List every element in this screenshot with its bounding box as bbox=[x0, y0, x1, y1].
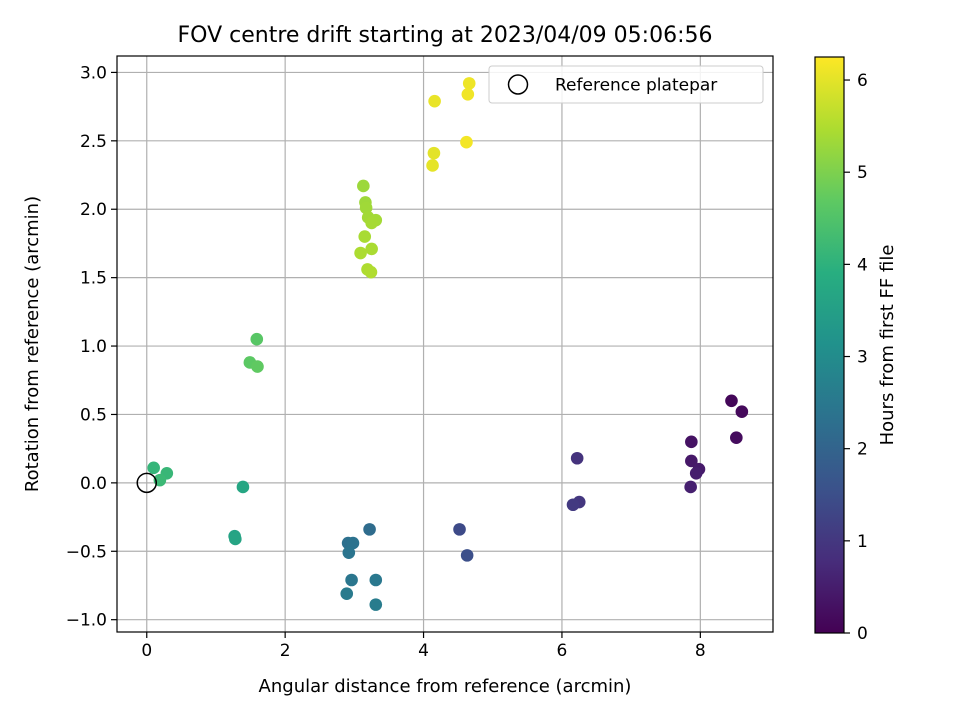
y-tick-label: 0.5 bbox=[80, 405, 107, 425]
colorbar-tick-label: 0 bbox=[857, 624, 868, 644]
data-point bbox=[340, 587, 354, 600]
data-point bbox=[236, 480, 250, 494]
colorbar-label: Hours from first FF file bbox=[877, 245, 898, 446]
data-point bbox=[461, 88, 475, 101]
data-point bbox=[566, 498, 580, 512]
plot-area-frame bbox=[116, 55, 774, 633]
legend-box bbox=[488, 65, 764, 104]
grid bbox=[117, 56, 773, 632]
data-point bbox=[229, 532, 242, 546]
y-tick-label: 2.0 bbox=[80, 200, 107, 220]
data-point bbox=[735, 405, 749, 419]
y-tick-label: 0.0 bbox=[80, 474, 107, 494]
y-tick-label: 1.0 bbox=[80, 337, 107, 357]
data-point bbox=[570, 451, 584, 465]
data-point bbox=[689, 466, 703, 480]
data-point bbox=[725, 394, 738, 408]
data-point bbox=[453, 523, 466, 536]
x-tick-label: 0 bbox=[141, 641, 152, 661]
colorbar-gradient bbox=[814, 56, 845, 634]
data-point bbox=[428, 94, 441, 108]
data-point bbox=[346, 536, 360, 550]
data-point bbox=[685, 435, 698, 449]
data-point bbox=[460, 135, 473, 149]
colorbar-tick-label: 1 bbox=[857, 532, 868, 552]
x-tick-label: 2 bbox=[280, 641, 291, 661]
y-tick-label: 2.5 bbox=[80, 132, 107, 152]
data-point bbox=[427, 146, 441, 160]
chart-title: FOV centre drift starting at 2023/04/09 … bbox=[178, 23, 713, 48]
colorbar-tick-label: 6 bbox=[857, 71, 868, 91]
colorbar-tick-label: 2 bbox=[857, 440, 868, 460]
data-point bbox=[369, 598, 383, 611]
data-point bbox=[358, 230, 372, 243]
x-tick-label: 8 bbox=[695, 641, 706, 661]
legend: Reference platepar bbox=[488, 65, 764, 104]
y-tick-label: 1.5 bbox=[80, 269, 107, 289]
y-axis-label: Rotation from reference (arcmin) bbox=[22, 196, 43, 492]
data-point bbox=[365, 216, 378, 230]
data-point bbox=[684, 480, 697, 494]
data-point bbox=[363, 523, 376, 536]
data-point bbox=[251, 360, 264, 373]
data-point bbox=[357, 179, 370, 193]
data-point bbox=[365, 242, 378, 256]
data-points bbox=[136, 77, 749, 611]
colorbar-ticks: 0 1 2 3 4 5 6 bbox=[844, 71, 868, 644]
x-tick-label: 6 bbox=[557, 641, 568, 661]
data-point bbox=[342, 546, 356, 559]
axis-ticks: 0 2 4 6 8 3.0 2.5 2.0 1.5 1.0 0.5 0.0 −0.5 −1.0 bbox=[66, 63, 706, 661]
data-point bbox=[250, 332, 264, 346]
data-point bbox=[359, 201, 373, 215]
colorbar-tick-label: 4 bbox=[857, 255, 868, 275]
legend-marker-hollow-circle bbox=[507, 74, 529, 95]
data-point bbox=[730, 431, 743, 445]
colorbar-tick-label: 5 bbox=[857, 163, 868, 183]
data-point bbox=[460, 549, 474, 562]
reference-platepar-marker bbox=[136, 472, 158, 494]
legend-label: Reference platepar bbox=[555, 76, 717, 96]
data-point bbox=[345, 573, 358, 587]
x-tick-label: 4 bbox=[418, 641, 429, 661]
data-point bbox=[462, 77, 476, 90]
data-point bbox=[685, 454, 698, 468]
data-point bbox=[369, 573, 383, 587]
colorbar-tick-label: 3 bbox=[857, 348, 868, 368]
data-point bbox=[426, 159, 439, 172]
y-tick-label: −0.5 bbox=[66, 542, 107, 562]
y-tick-label: −1.0 bbox=[66, 611, 107, 631]
data-point bbox=[147, 461, 160, 475]
x-axis-label: Angular distance from reference (arcmin) bbox=[259, 676, 632, 697]
colorbar: 0 1 2 3 4 5 6 Hours from first FF file bbox=[814, 56, 898, 644]
y-tick-label: 3.0 bbox=[80, 63, 107, 83]
data-point bbox=[354, 246, 367, 260]
data-point bbox=[364, 265, 378, 279]
